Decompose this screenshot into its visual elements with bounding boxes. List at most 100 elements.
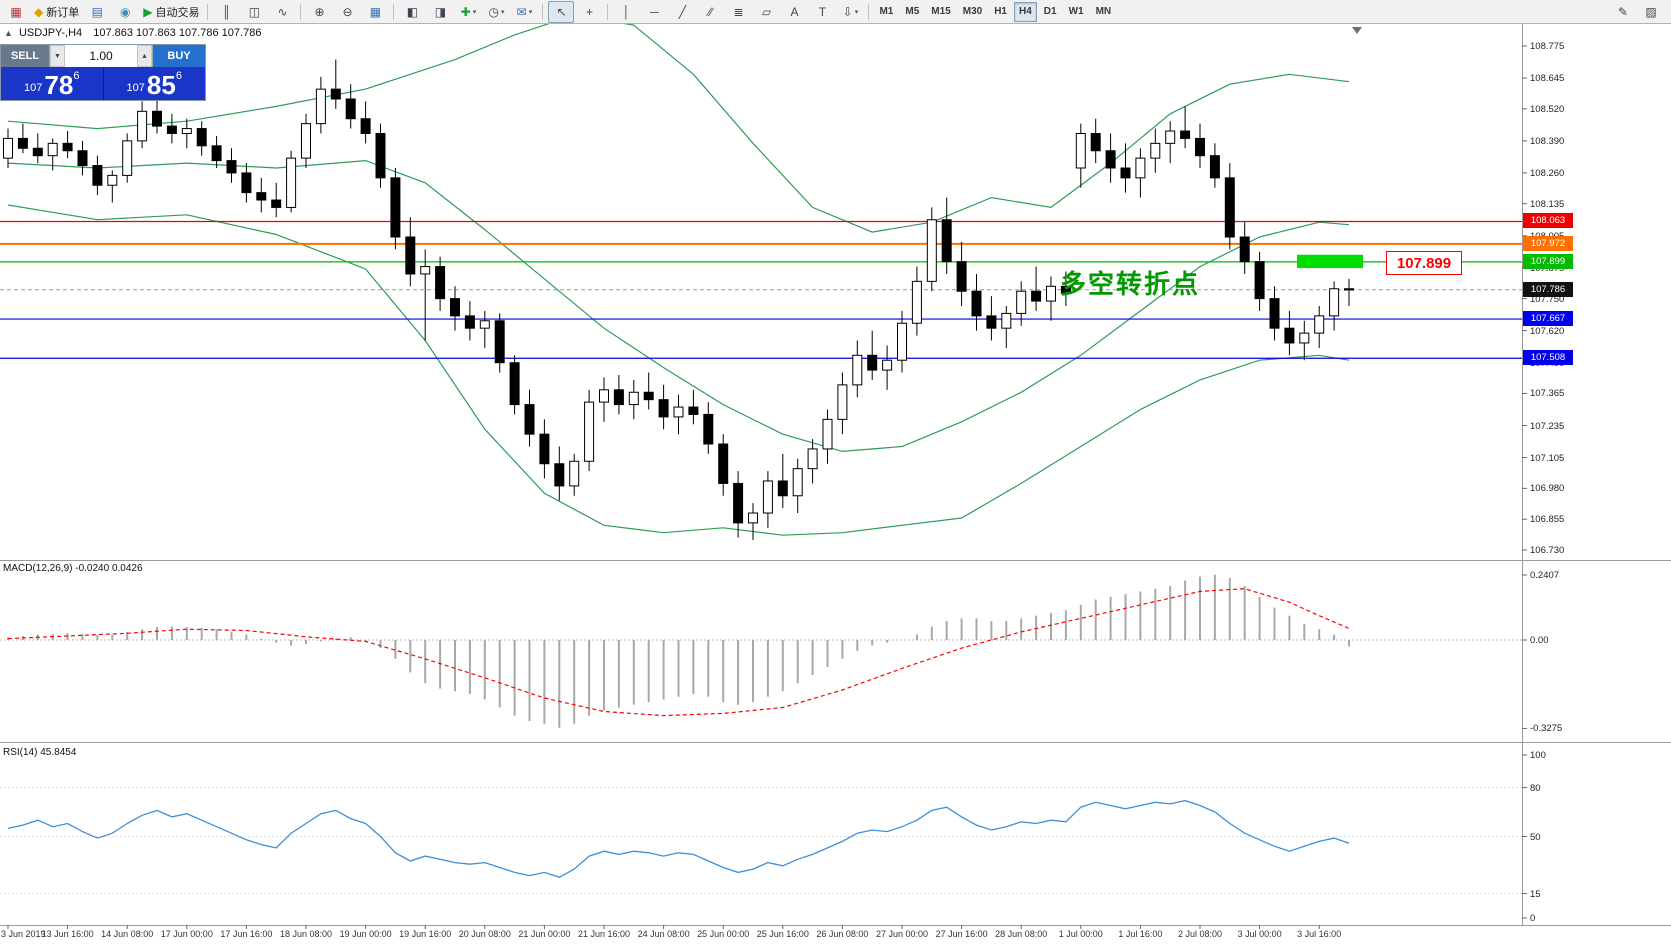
periods-button[interactable]: ◷ ▾ xyxy=(483,1,509,23)
buy-price-big: 85 xyxy=(146,70,176,100)
candle-body xyxy=(733,482,744,524)
buy-price-handle: 107 xyxy=(126,82,145,94)
candle-body xyxy=(986,315,997,329)
edit-indicator-icon: ✎ xyxy=(1617,4,1629,19)
horizontal-line-tool-button[interactable]: ─ xyxy=(641,1,667,23)
timeframe-m5-button[interactable]: M5 xyxy=(905,6,920,17)
candle-body xyxy=(1150,142,1161,159)
candle-body xyxy=(1060,285,1071,295)
toolbar-separator xyxy=(393,3,395,20)
candle-body xyxy=(345,98,356,120)
candle-body xyxy=(1016,290,1027,314)
arrows-tool-button[interactable]: ⇩ ▾ xyxy=(837,1,863,23)
line-chart-mode-button[interactable]: ∿ xyxy=(269,1,295,23)
candle-body xyxy=(301,123,311,159)
rsi-indicator-label: RSI(14) 45.8454 xyxy=(3,747,77,758)
toolbar-separator xyxy=(542,3,544,20)
panel-toggle-button[interactable]: ▨ xyxy=(1638,1,1664,23)
chart-profiles-icon: ▤ xyxy=(91,4,103,19)
candle-body xyxy=(1195,137,1205,157)
toolbar-separator xyxy=(207,3,209,20)
volume-increase-button[interactable]: ▲ xyxy=(137,45,152,67)
indicators-button[interactable]: ✚ ▾ xyxy=(455,1,481,23)
tile-windows-button[interactable]: ▦ xyxy=(362,1,388,23)
candle-body xyxy=(450,298,460,317)
crosshair-tool-icon: + xyxy=(585,4,593,19)
candle-body xyxy=(1284,327,1295,344)
highlight-rect-annotation[interactable] xyxy=(1297,254,1363,269)
candle-body xyxy=(256,192,267,201)
candle-body xyxy=(688,406,699,415)
chart-shift-button[interactable]: ◨ xyxy=(427,1,453,23)
new-chart-icon: ▦ xyxy=(10,4,22,19)
candle-body xyxy=(226,160,237,174)
templates-button[interactable]: ✉ ▾ xyxy=(511,1,537,23)
timeframe-m1-button[interactable]: M1 xyxy=(879,6,894,17)
candle-body xyxy=(941,219,952,263)
zoom-in-button[interactable]: ⊕ xyxy=(306,1,332,23)
candle-body xyxy=(703,413,714,445)
shapes-tool-button[interactable]: ▱ xyxy=(753,1,779,23)
turning-point-annotation: 多空转折点 xyxy=(1060,269,1201,299)
pointer-tool-button[interactable]: ↖ xyxy=(548,0,575,23)
buy-button[interactable]: BUY xyxy=(153,45,205,67)
templates-icon: ✉ xyxy=(516,4,527,19)
zoom-out-button[interactable]: ⊖ xyxy=(334,1,360,23)
edit-indicator-button[interactable]: ✎ xyxy=(1610,1,1636,23)
volume-input[interactable]: 1.00 xyxy=(89,49,113,63)
candle-body xyxy=(584,401,595,462)
timeframe-m30-button[interactable]: M30 xyxy=(962,6,983,17)
candle-body xyxy=(777,480,788,497)
chart-profiles-button[interactable]: ▤ xyxy=(84,1,110,23)
buy-price-pip: 6 xyxy=(175,70,182,82)
channel-tool-button[interactable]: ∕∕ xyxy=(697,1,723,23)
periods-icon: ◷ xyxy=(488,4,499,19)
market-watch-button[interactable]: ◉ xyxy=(112,1,138,23)
candle-body xyxy=(1209,155,1220,179)
macd-signal-line xyxy=(7,588,1350,717)
volume-decrease-button[interactable]: ▼ xyxy=(50,45,65,67)
timeframe-h1-button[interactable]: H1 xyxy=(994,6,1007,17)
candle-body xyxy=(1299,332,1310,344)
timeframe-w1-button[interactable]: W1 xyxy=(1068,6,1084,17)
candle-body xyxy=(122,140,133,176)
timeframe-h4-button[interactable]: H4 xyxy=(1013,1,1037,22)
candle-body xyxy=(897,322,907,361)
bar-chart-mode-button[interactable]: ║ xyxy=(213,1,239,23)
new-order-button[interactable]: ◆ 新订单 xyxy=(31,1,82,23)
chevron-down-icon: ▾ xyxy=(528,8,533,16)
buy-price[interactable]: 107 85 6 xyxy=(104,67,206,100)
pointer-tool-icon: ↖ xyxy=(556,4,567,19)
timeframe-d1-button[interactable]: D1 xyxy=(1043,6,1057,17)
vertical-line-tool-button[interactable]: │ xyxy=(613,1,639,23)
candle-body xyxy=(211,145,222,162)
trade-panel-prices: 107 78 6 107 85 6 xyxy=(1,67,205,100)
chart-shift-marker[interactable] xyxy=(1352,27,1362,34)
fibonacci-tool-button[interactable]: ≣ xyxy=(725,1,751,23)
bollinger-lower-band xyxy=(7,204,1350,536)
vertical-line-tool-icon: │ xyxy=(622,4,631,19)
new-order-label: 新订单 xyxy=(46,6,80,19)
bar-chart-mode-icon: ║ xyxy=(222,4,231,19)
tile-windows-icon: ▦ xyxy=(369,4,382,19)
crosshair-tool-button[interactable]: + xyxy=(576,1,602,23)
timeframe-m15-button[interactable]: M15 xyxy=(931,6,951,17)
auto-trading-button[interactable]: ▶ 自动交易 xyxy=(140,1,202,23)
candle-body xyxy=(1254,261,1265,300)
trendline-tool-button[interactable]: ╱ xyxy=(669,1,695,23)
sell-price[interactable]: 107 78 6 xyxy=(1,67,103,100)
candlestick-mode-button[interactable]: ◫ xyxy=(241,1,267,23)
auto-scroll-button[interactable]: ◧ xyxy=(399,1,425,23)
sell-button[interactable]: SELL xyxy=(1,45,49,67)
text-tool-button[interactable]: A xyxy=(781,1,807,23)
candle-body xyxy=(405,236,416,275)
timeframe-mn-button[interactable]: MN xyxy=(1095,6,1112,17)
candle-body xyxy=(1165,130,1176,144)
label-tool-button[interactable]: T xyxy=(809,1,835,23)
new-chart-button[interactable]: ▦ xyxy=(3,1,29,23)
macd-indicator-label: MACD(12,26,9) -0.0240 0.0426 xyxy=(3,563,143,574)
candle-body xyxy=(1135,157,1146,179)
candle-body xyxy=(971,290,982,317)
